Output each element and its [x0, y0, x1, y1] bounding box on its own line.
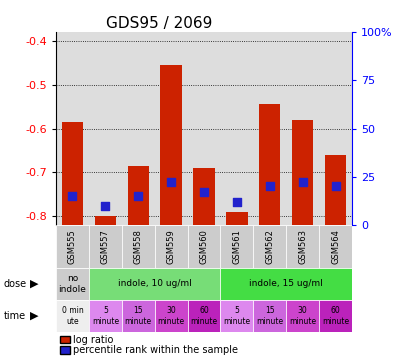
Text: ▶: ▶ — [30, 279, 38, 289]
Text: GSM555: GSM555 — [68, 229, 77, 264]
Bar — [188, 225, 220, 268]
Bar — [319, 300, 352, 332]
Bar — [220, 300, 253, 332]
Bar — [253, 300, 286, 332]
Text: 5
minute: 5 minute — [223, 306, 250, 326]
Text: GSM558: GSM558 — [134, 229, 143, 264]
Point — [332, 183, 339, 189]
Text: 0 min
ute: 0 min ute — [62, 306, 83, 326]
Bar — [95, 216, 116, 225]
Text: time: time — [4, 311, 26, 321]
Text: 5
minute: 5 minute — [92, 306, 119, 326]
Text: 60
minute: 60 minute — [322, 306, 349, 326]
Bar — [259, 105, 280, 225]
Bar — [122, 225, 155, 268]
Bar — [292, 120, 313, 225]
Bar — [128, 166, 149, 225]
Bar — [56, 268, 89, 300]
Bar — [155, 225, 188, 268]
Bar — [325, 155, 346, 225]
Bar — [89, 268, 220, 300]
Point — [266, 183, 273, 189]
Bar — [89, 300, 122, 332]
Point — [201, 189, 207, 195]
Bar — [253, 225, 286, 268]
Text: 30
minute: 30 minute — [289, 306, 316, 326]
Bar — [155, 300, 188, 332]
Text: GSM562: GSM562 — [265, 229, 274, 264]
Text: indole, 15 ug/ml: indole, 15 ug/ml — [249, 279, 323, 288]
Bar — [319, 225, 352, 268]
Text: 30
minute: 30 minute — [158, 306, 185, 326]
Text: dose: dose — [4, 279, 27, 289]
Text: GSM564: GSM564 — [331, 229, 340, 264]
Text: no
indole: no indole — [58, 274, 86, 293]
Bar — [286, 225, 319, 268]
Bar — [89, 225, 122, 268]
Text: 15
minute: 15 minute — [256, 306, 283, 326]
Bar — [188, 300, 220, 332]
Text: percentile rank within the sample: percentile rank within the sample — [73, 345, 238, 355]
Bar — [62, 122, 83, 225]
Text: indole, 10 ug/ml: indole, 10 ug/ml — [118, 279, 192, 288]
Text: GSM559: GSM559 — [167, 229, 176, 264]
Text: 60
minute: 60 minute — [190, 306, 218, 326]
Point — [234, 199, 240, 205]
Point — [135, 193, 142, 199]
Bar — [286, 300, 319, 332]
Text: GSM557: GSM557 — [101, 229, 110, 264]
Bar — [220, 225, 253, 268]
Bar — [226, 212, 248, 225]
Text: ▶: ▶ — [30, 311, 38, 321]
Text: log ratio: log ratio — [73, 335, 114, 345]
Point — [300, 180, 306, 185]
Bar — [220, 268, 352, 300]
Bar — [193, 168, 215, 225]
Point — [102, 203, 108, 208]
Point — [69, 193, 76, 199]
Text: GSM561: GSM561 — [232, 229, 241, 264]
Text: GDS95 / 2069: GDS95 / 2069 — [106, 16, 213, 31]
Text: 15
minute: 15 minute — [125, 306, 152, 326]
Bar — [56, 300, 89, 332]
Point — [168, 180, 174, 185]
Text: GSM563: GSM563 — [298, 229, 307, 264]
Bar — [56, 225, 89, 268]
Text: GSM560: GSM560 — [200, 229, 208, 264]
Bar — [122, 300, 155, 332]
Bar — [160, 65, 182, 225]
